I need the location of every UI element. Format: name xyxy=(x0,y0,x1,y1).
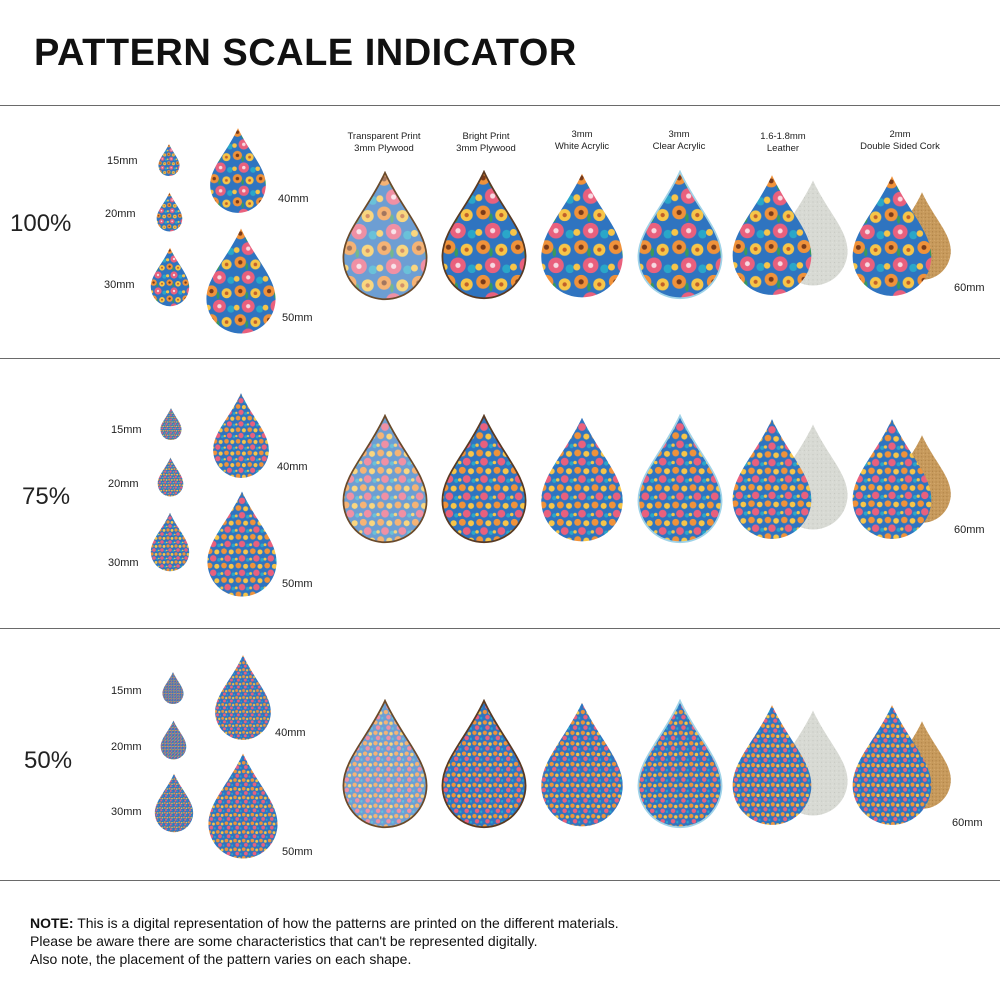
drop-30mm xyxy=(154,773,194,833)
size-label-60mm: 60mm xyxy=(954,524,985,536)
drop-15mm xyxy=(160,407,182,441)
page-title: PATTERN SCALE INDICATOR xyxy=(34,32,577,74)
drop-15mm xyxy=(158,143,180,177)
divider xyxy=(0,358,1000,359)
size-label-20mm: 20mm xyxy=(108,478,139,490)
sample-clear-acrylic xyxy=(637,170,723,300)
divider xyxy=(0,880,1000,881)
sample-bright-plywood xyxy=(441,414,527,544)
scale-label: 75% xyxy=(22,483,71,510)
drop-50mm xyxy=(206,228,276,334)
disclaimer-note: NOTE: This is a digital representation o… xyxy=(30,914,619,968)
drop-40mm xyxy=(210,128,266,213)
size-label-40mm: 40mm xyxy=(275,727,306,739)
material-header-leather: 1.6-1.8mm Leather xyxy=(760,131,806,154)
sample-clear-acrylic xyxy=(637,414,723,544)
material-header-transparent-plywood: Transparent Print 3mm Plywood xyxy=(347,131,421,154)
size-label-50mm: 50mm xyxy=(282,846,313,858)
size-label-30mm: 30mm xyxy=(111,806,142,818)
drop-30mm xyxy=(150,247,190,307)
sample-bright-plywood xyxy=(441,699,527,829)
sample-cork-front xyxy=(852,705,932,825)
material-header-cork: 2mm Double Sided Cork xyxy=(860,129,940,152)
note-line-2: Please be aware there are some character… xyxy=(30,933,538,949)
size-label-40mm: 40mm xyxy=(278,193,309,205)
size-label-15mm: 15mm xyxy=(111,424,142,436)
size-label-15mm: 15mm xyxy=(111,685,142,697)
sample-clear-acrylic xyxy=(637,699,723,829)
material-header-white-acrylic: 3mm White Acrylic xyxy=(554,129,610,152)
size-label-50mm: 50mm xyxy=(282,312,313,324)
sample-white-acrylic xyxy=(539,699,625,829)
sample-white-acrylic xyxy=(539,414,625,544)
size-label-30mm: 30mm xyxy=(108,557,139,569)
material-header-clear-acrylic: 3mm Clear Acrylic xyxy=(652,129,706,152)
sample-cork-front xyxy=(852,419,932,539)
drop-50mm xyxy=(207,491,277,597)
drop-20mm xyxy=(156,192,183,232)
drop-40mm xyxy=(215,655,271,740)
size-label-50mm: 50mm xyxy=(282,578,313,590)
size-label-15mm: 15mm xyxy=(107,155,138,167)
drop-15mm xyxy=(162,671,184,705)
drop-40mm xyxy=(213,393,269,478)
size-label-40mm: 40mm xyxy=(277,461,308,473)
sample-leather-front xyxy=(732,705,812,825)
size-label-20mm: 20mm xyxy=(111,741,142,753)
sample-leather-front xyxy=(732,419,812,539)
material-header-bright-plywood: Bright Print 3mm Plywood xyxy=(456,131,516,154)
sample-bright-plywood xyxy=(441,170,527,300)
size-label-30mm: 30mm xyxy=(104,279,135,291)
scale-label: 100% xyxy=(10,210,72,237)
size-label-60mm: 60mm xyxy=(954,282,985,294)
sample-transparent-plywood xyxy=(342,171,428,301)
sample-cork-front xyxy=(852,176,932,296)
note-line-1: This is a digital representation of how … xyxy=(73,915,619,931)
drop-20mm xyxy=(160,720,187,760)
sample-leather-front xyxy=(732,175,812,295)
sample-white-acrylic xyxy=(539,170,625,300)
sample-transparent-plywood xyxy=(342,414,428,544)
drop-30mm xyxy=(150,512,190,572)
divider xyxy=(0,628,1000,629)
drop-20mm xyxy=(157,457,184,497)
size-label-20mm: 20mm xyxy=(105,208,136,220)
drop-50mm xyxy=(208,753,278,859)
scale-label: 50% xyxy=(24,747,73,774)
sample-transparent-plywood xyxy=(342,699,428,829)
note-line-3: Also note, the placement of the pattern … xyxy=(30,951,412,967)
divider xyxy=(0,105,1000,106)
note-label: NOTE: xyxy=(30,915,74,931)
size-label-60mm: 60mm xyxy=(952,817,983,829)
